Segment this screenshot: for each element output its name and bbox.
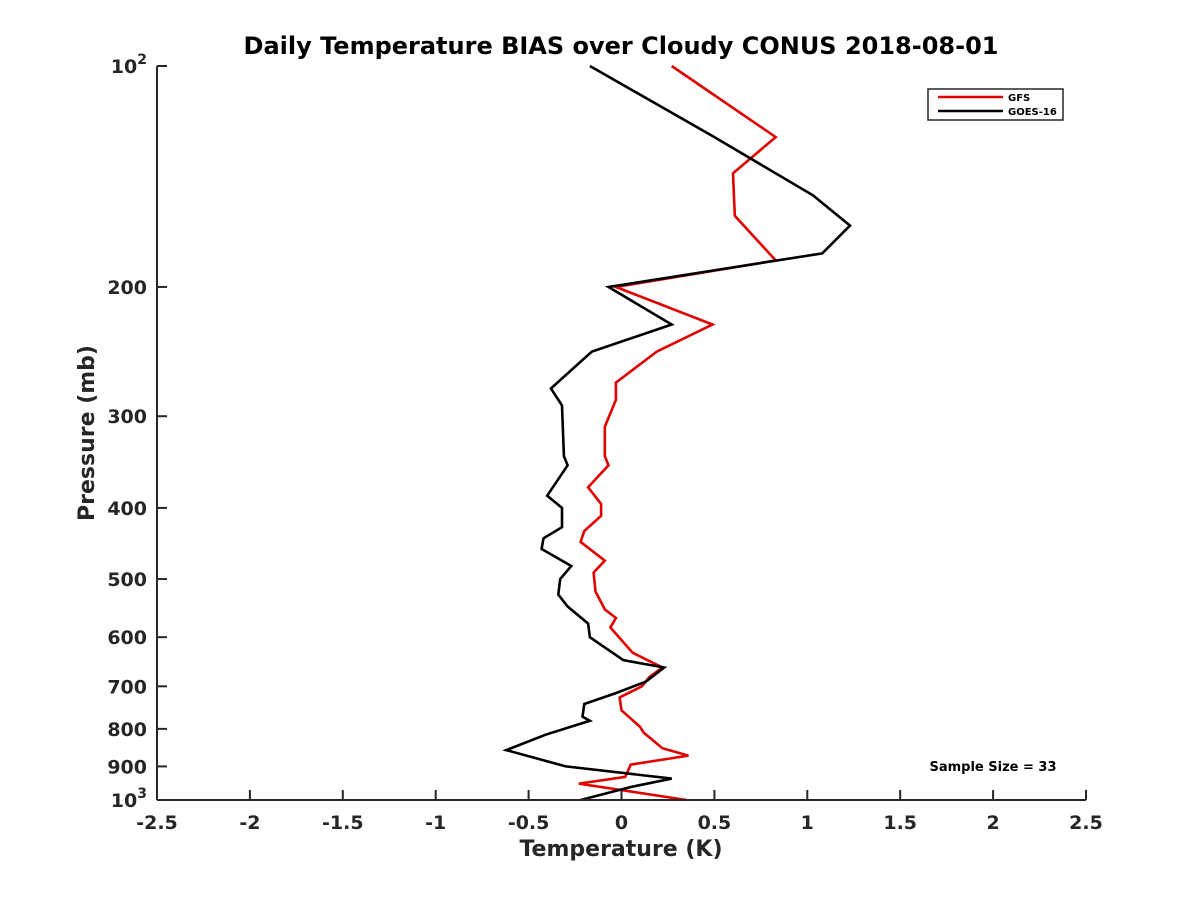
y-tick-label: 500 [107,569,147,591]
series-line-gfs [578,64,779,802]
x-tick-label: 1.5 [883,812,917,834]
x-tick-label: 2.5 [1069,812,1103,834]
y-axis-label: Pressure (mb) [75,345,100,521]
chart-title: Daily Temperature BIAS over Cloudy CONUS… [244,32,999,60]
legend-label-gfs: GFS [1008,93,1030,104]
series-line-goes-16 [502,64,852,802]
legend-box [927,88,1064,121]
legend: GFS GOES-16 [927,88,1064,121]
y-tick-label: 300 [107,406,147,428]
y-tick-label: 102 [111,52,147,78]
y-tick-label: 900 [107,756,147,778]
x-tick-label: 1 [801,812,814,834]
y-tick-label: 400 [107,498,147,520]
x-tick-label: -1 [425,812,446,834]
sample-size-annotation: Sample Size = 33 [929,760,1056,775]
x-axis-label: Temperature (K) [519,837,722,862]
x-tick-label: -0.5 [508,812,550,834]
y-tick-label: 700 [107,676,147,698]
x-tick-label: -2.5 [136,812,178,834]
x-tick-label: -2 [239,812,260,834]
x-tick-label: 0 [615,812,628,834]
x-tick-label: -1.5 [322,812,364,834]
y-tick-label: 600 [107,627,147,649]
x-tick-label: 2 [986,812,999,834]
y-tick-label: 200 [107,277,147,299]
plot-area: -2.5 -2 -1.5 -1 -0.5 0 0.5 1 1.5 2 2.5 102 200 300 400… [107,52,1103,834]
legend-label-goes-16: GOES-16 [1008,107,1057,118]
y-tick-label: 800 [107,719,147,741]
x-tick-label: 0.5 [698,812,732,834]
